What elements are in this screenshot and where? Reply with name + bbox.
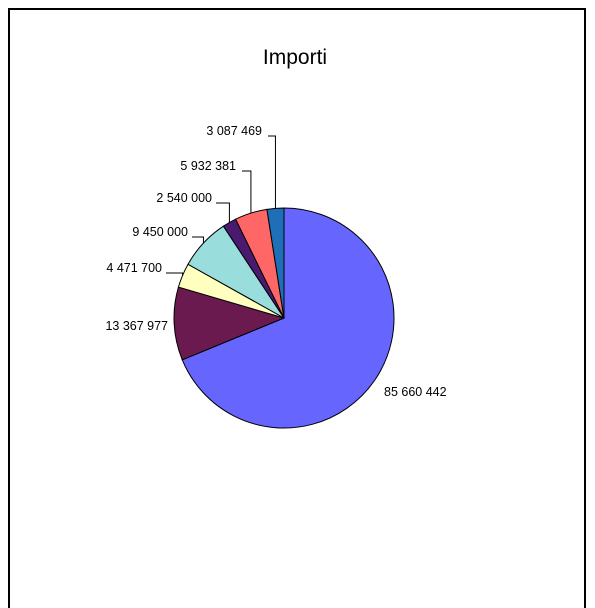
- leader-line: [192, 236, 204, 244]
- slice-label: 3 087 469: [206, 124, 262, 138]
- slice-labels: 85 660 442 13 367 977 4 471 700 9 450 000 2 …: [105, 124, 446, 399]
- slice-label: 4 471 700: [106, 261, 162, 275]
- leader-line: [242, 170, 252, 214]
- leader-line: [268, 135, 276, 209]
- leader-lines: [166, 135, 276, 276]
- pie-slices: [173, 207, 395, 429]
- pie-slice: [266, 207, 285, 319]
- slice-label: 85 660 442: [384, 385, 447, 399]
- slice-label: 13 367 977: [105, 319, 168, 333]
- chart-title: Importi: [263, 46, 327, 69]
- slice-label: 5 932 381: [180, 159, 236, 173]
- pie-slice: [173, 286, 286, 361]
- slice-label: 9 450 000: [132, 225, 188, 239]
- pie-slice: [181, 207, 395, 429]
- leader-line: [166, 272, 184, 276]
- leader-line: [216, 202, 230, 223]
- slice-label: 2 540 000: [156, 191, 212, 205]
